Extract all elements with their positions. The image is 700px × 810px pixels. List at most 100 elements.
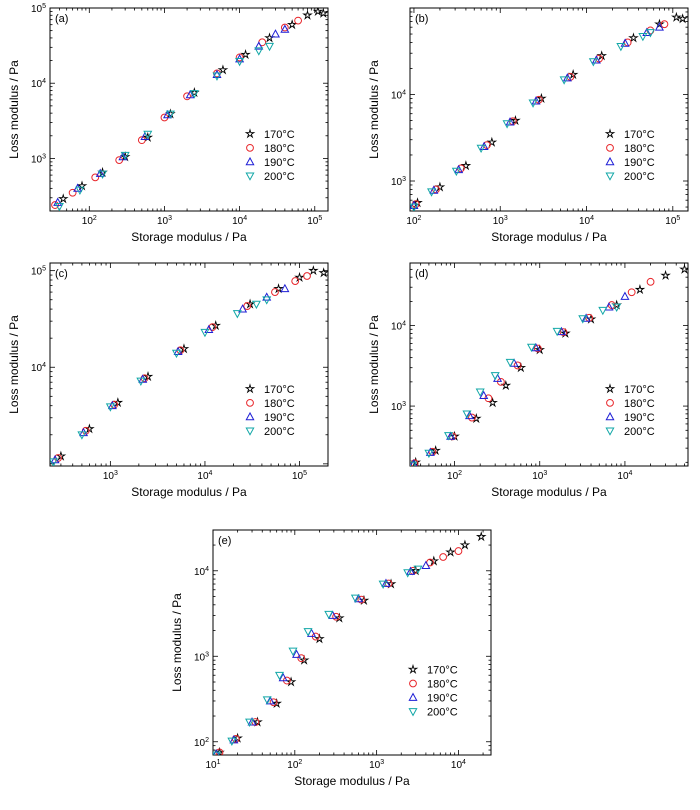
panel-c: 103 104 105 104 105 Storage modulus / Pa Loss … [7,262,329,499]
data-point [531,96,541,105]
data-point [303,628,313,637]
data-point [552,327,562,337]
data-point [612,303,622,313]
data-point [654,22,664,31]
data-point [254,41,264,50]
x-tick-label: 101 [205,759,220,771]
panel-label: (a) [55,13,68,25]
panel-e: 101 102 103 104 102 103 104 Storage modulus / P… [170,529,492,788]
x-axis-title: Storage modulus / Pa [131,485,247,499]
y-tick-label: 104 [31,362,46,374]
legend-label: 200°C [427,707,458,719]
data-point [274,671,285,681]
data-point [308,265,319,276]
legend-marker [605,411,615,421]
legend-label: 200°C [264,426,295,438]
x-tick-label: 103 [493,215,508,227]
data-point [262,696,272,705]
data-point [588,58,598,67]
data-point [212,69,222,79]
data-point [410,459,419,466]
data-point [334,612,345,623]
panel-label: (d) [415,268,428,280]
panel-label: (c) [55,268,68,280]
data-point [136,377,146,386]
data-point [475,531,487,542]
data-point [270,29,281,38]
legend-label: 200°C [624,426,655,438]
data-point [562,73,572,82]
data-point [654,18,665,29]
data-point [462,410,472,419]
data-point [280,23,289,32]
data-point [120,151,130,161]
data-point [200,328,210,338]
data-point [264,32,275,43]
x-tick-label: 102 [406,215,421,227]
data-point [660,20,669,29]
data-point [294,16,302,25]
legend-marker [408,692,418,701]
data-point [285,676,297,687]
y-tick-label: 104 [194,566,209,578]
legend-label: 180°C [624,143,655,155]
legend-marker [408,708,418,717]
data-point [559,328,568,337]
data-point [502,120,512,129]
legend-marker [605,156,615,166]
data-point [91,173,100,182]
data-point [208,323,217,332]
legend-marker [245,172,255,181]
x-axis-title: Storage modulus / Pa [131,230,247,244]
data-point [475,388,485,397]
data-point [446,431,456,440]
y-tick-label: 103 [194,651,209,663]
data-point [265,696,275,705]
x-axis-title: Storage modulus / Pa [491,230,607,244]
y-axis-title: Loss modulus / Pa [7,315,21,414]
x-tick-label: 104 [232,215,247,227]
data-point [280,24,290,33]
data-point [581,313,591,322]
data-point [526,343,537,353]
data-point [476,144,486,154]
data-point [312,8,324,16]
legend-label: 180°C [427,679,458,691]
data-point [536,92,547,103]
legend-label: 190°C [624,157,655,169]
data-point [421,560,431,569]
data-point [252,716,263,727]
data-point [628,32,639,43]
data-point [413,565,423,574]
x-tick-label: 105 [292,470,307,482]
x-tick-label: 103 [103,470,118,482]
data-point [634,284,646,295]
y-tick-label: 104 [31,78,46,90]
data-point [620,291,630,300]
legend-label: 200°C [624,171,655,183]
y-axis-title: Loss modulus / Pa [367,315,381,414]
data-point [278,672,288,682]
data-point [596,50,608,61]
data-point [357,595,366,604]
legend-marker [245,427,255,436]
data-point [54,203,64,211]
data-point [286,19,298,30]
data-point [314,633,325,644]
data-point [660,269,671,280]
data-point [165,110,175,119]
data-point [303,272,311,280]
data-point [271,288,279,296]
data-point [451,167,461,177]
data-point [460,160,472,171]
x-tick-label: 103 [369,759,384,771]
data-point [454,164,464,174]
data-point [318,267,328,278]
y-tick-label: 104 [391,90,406,102]
data-point [403,569,413,578]
legend-label: 180°C [264,143,295,155]
legend-label: 170°C [624,384,655,396]
data-point [118,151,128,161]
data-point [424,449,434,459]
data-point [245,718,255,728]
